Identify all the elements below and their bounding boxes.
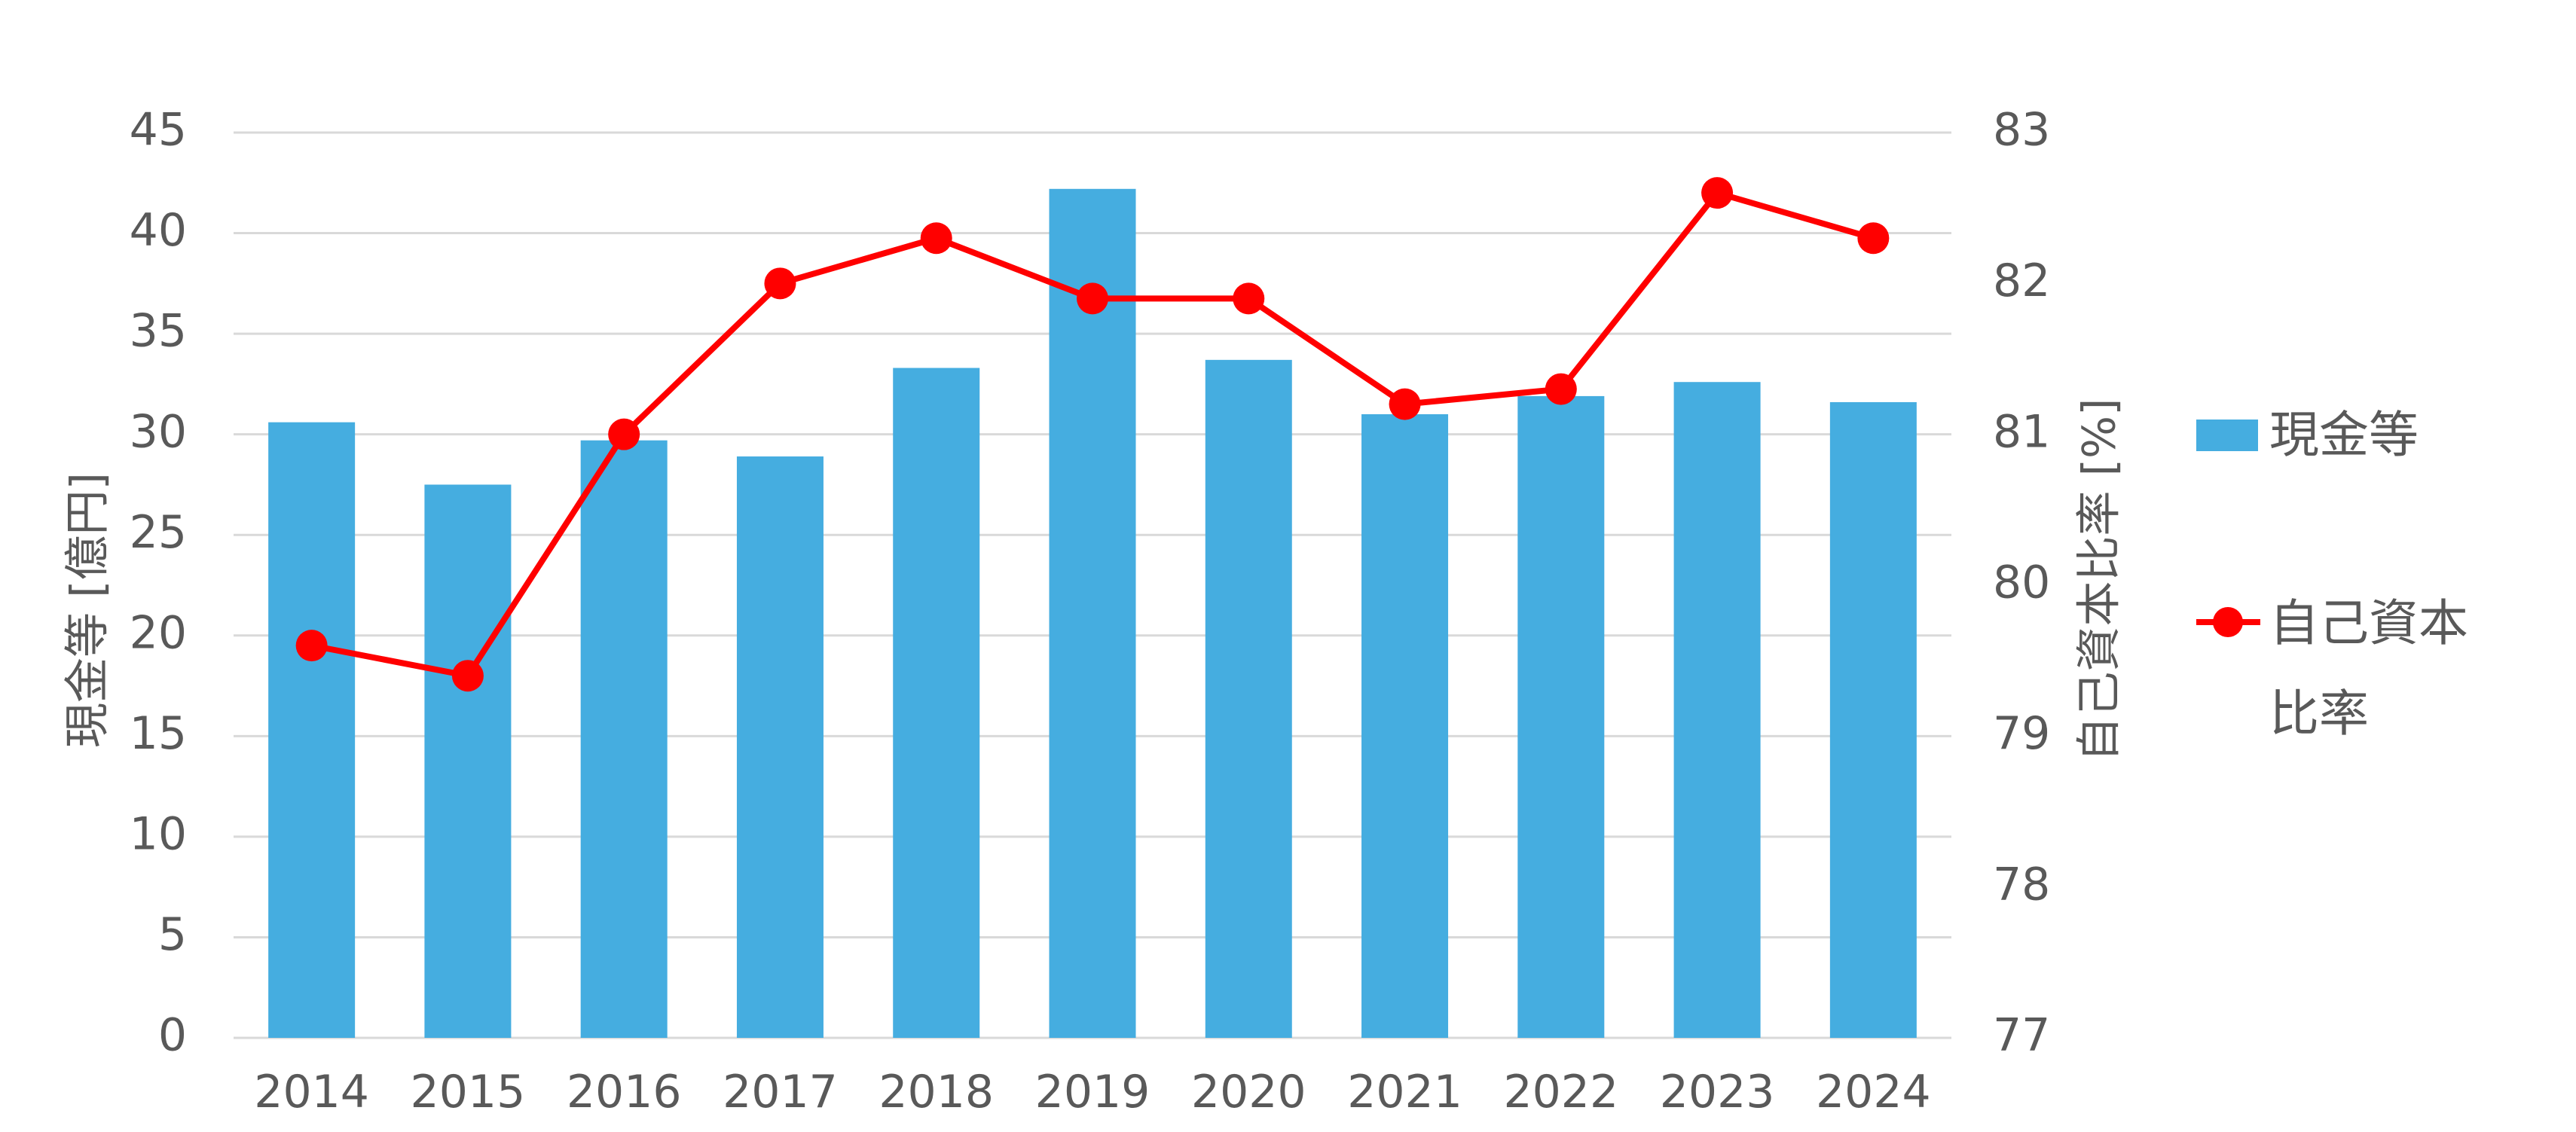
left-tick-label: 40 bbox=[130, 204, 187, 257]
legend-bar-label: 現金等 bbox=[2269, 406, 2419, 464]
legend-bar-swatch bbox=[2196, 420, 2258, 451]
bar bbox=[1361, 413, 1449, 1038]
right-tick-label: 82 bbox=[1993, 255, 2050, 307]
line-point bbox=[451, 660, 484, 692]
x-axis-ticks: 2014 2015 2016 2017 2018 2019 2020 2021 2022 2023… bbox=[254, 1066, 1930, 1118]
x-tick-label: 2020 bbox=[1191, 1066, 1306, 1118]
legend: 現金等 自己資本 比率 bbox=[2196, 406, 2468, 743]
left-tick-label: 25 bbox=[130, 506, 187, 559]
x-tick-label: 2018 bbox=[879, 1066, 994, 1118]
line-point bbox=[1701, 177, 1734, 209]
bar bbox=[736, 456, 824, 1038]
right-axis-ticks: 77 78 79 80 81 82 83 bbox=[1993, 104, 2050, 1062]
x-tick-label: 2017 bbox=[723, 1066, 838, 1118]
left-tick-label: 10 bbox=[130, 807, 187, 860]
bar bbox=[424, 484, 512, 1038]
line-point bbox=[1857, 222, 1890, 255]
line-point bbox=[1077, 282, 1108, 315]
x-tick-label: 2024 bbox=[1816, 1066, 1931, 1118]
legend-line-marker bbox=[2213, 607, 2243, 637]
bar bbox=[1517, 395, 1605, 1038]
line-point bbox=[1545, 373, 1577, 405]
bar bbox=[1829, 401, 1917, 1038]
left-tick-label: 45 bbox=[130, 104, 187, 157]
legend-line-label-1: 自己資本 bbox=[2269, 594, 2468, 652]
line-series bbox=[295, 177, 1890, 692]
left-tick-label: 15 bbox=[130, 707, 187, 760]
line-point bbox=[1389, 388, 1421, 420]
x-tick-label: 2019 bbox=[1035, 1066, 1150, 1118]
bar bbox=[268, 422, 356, 1038]
right-tick-label: 80 bbox=[1993, 557, 2050, 609]
x-tick-label: 2016 bbox=[567, 1066, 682, 1118]
left-tick-label: 5 bbox=[158, 908, 187, 961]
line-point bbox=[608, 418, 640, 450]
bar bbox=[580, 440, 668, 1038]
left-tick-label: 30 bbox=[130, 405, 187, 458]
line-point bbox=[764, 267, 796, 300]
legend-line-label-2: 比率 bbox=[2269, 685, 2369, 743]
left-tick-label: 35 bbox=[130, 305, 187, 358]
right-axis-title: 自己資本比率 [%] bbox=[2073, 398, 2126, 762]
x-tick-label: 2021 bbox=[1347, 1066, 1462, 1118]
bar bbox=[1673, 382, 1761, 1038]
bar bbox=[893, 368, 980, 1038]
line-point bbox=[295, 630, 328, 662]
left-axis-title: 現金等 [億円] bbox=[62, 472, 115, 748]
bar bbox=[1049, 188, 1136, 1038]
right-tick-label: 78 bbox=[1993, 858, 2050, 911]
x-tick-label: 2022 bbox=[1503, 1066, 1618, 1118]
line-point bbox=[1233, 282, 1265, 315]
bar-series bbox=[268, 188, 1917, 1038]
left-tick-label: 0 bbox=[158, 1009, 187, 1062]
right-tick-label: 81 bbox=[1993, 405, 2050, 458]
line-point bbox=[920, 222, 952, 255]
x-tick-label: 2023 bbox=[1660, 1066, 1775, 1118]
x-tick-label: 2014 bbox=[254, 1066, 369, 1118]
x-tick-label: 2015 bbox=[411, 1066, 526, 1118]
right-tick-label: 83 bbox=[1993, 104, 2050, 157]
right-tick-label: 79 bbox=[1993, 707, 2050, 760]
left-axis-ticks: 0 5 10 15 20 25 30 35 40 45 bbox=[130, 104, 187, 1062]
bar bbox=[1205, 359, 1292, 1038]
right-tick-label: 77 bbox=[1993, 1009, 2050, 1062]
left-tick-label: 20 bbox=[130, 606, 187, 659]
